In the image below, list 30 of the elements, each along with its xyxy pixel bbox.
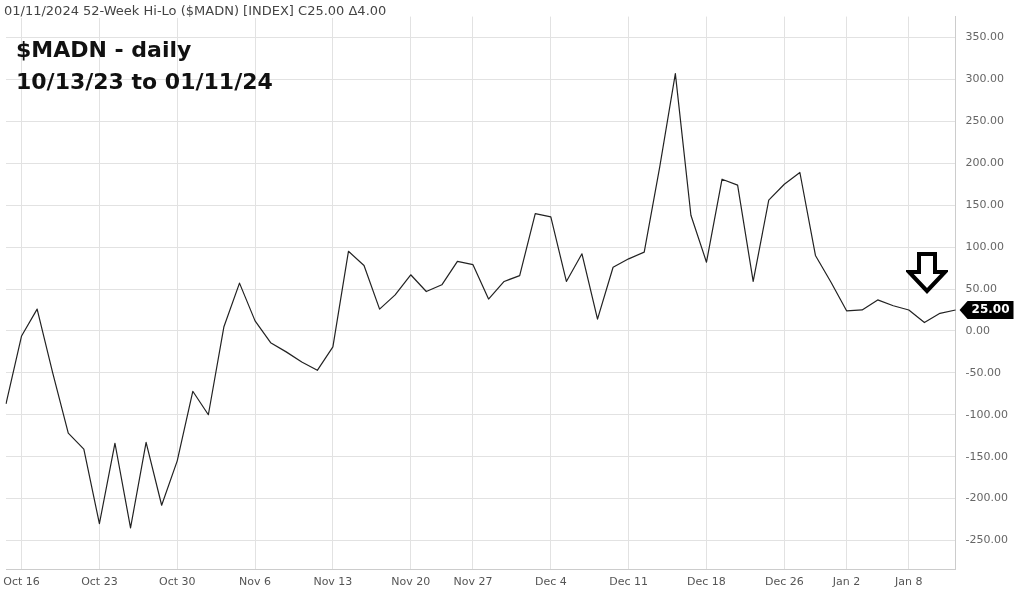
x-tick-label: Nov 13	[313, 575, 353, 589]
text: 25.00	[971, 302, 1010, 317]
y-tick-label: -250.00	[965, 533, 1009, 547]
x-tick-label: Oct 16	[3, 575, 40, 589]
y-tick-label: 150.00	[965, 198, 1005, 212]
y-tick-label: 200.00	[965, 156, 1005, 170]
y-tick-label: 300.00	[965, 72, 1005, 86]
x-tick-label: Dec 11	[609, 575, 649, 589]
x-tick-label: Dec 18	[687, 575, 726, 589]
x-tick-label: Dec 4	[534, 575, 567, 589]
y-tick-label: 250.00	[965, 114, 1005, 128]
y-tick-label: -100.00	[965, 407, 1009, 421]
y-tick-label: -150.00	[965, 449, 1009, 463]
x-tick-label: Jan 8	[894, 575, 923, 589]
x-tick-label: Jan 2	[831, 575, 861, 589]
y-tick-label: -200.00	[965, 491, 1009, 505]
y-tick-label: 350.00	[965, 30, 1005, 44]
x-tick-label: Oct 23	[81, 575, 118, 589]
y-tick-label: 100.00	[965, 239, 1005, 253]
text: $MADN - daily	[16, 36, 193, 64]
x-tick-label: Oct 30	[158, 575, 196, 589]
y-tick-label: -50.00	[965, 365, 1002, 379]
annotation: 10/13/23 to 01/11/24	[16, 68, 273, 96]
x-tick-label: Nov 6	[239, 575, 272, 589]
y-tick-label: 0.00	[965, 323, 991, 337]
x-tick-label: Nov 27	[453, 575, 493, 589]
chart-title: 01/11/2024 52-Week Hi-Lo ($MADN) [INDEX] C25.00 Δ4.00	[4, 3, 387, 18]
x-tick-label: Nov 20	[391, 575, 431, 589]
x-tick-label: Dec 26	[764, 575, 804, 589]
y-tick-label: 50.00	[965, 281, 998, 295]
